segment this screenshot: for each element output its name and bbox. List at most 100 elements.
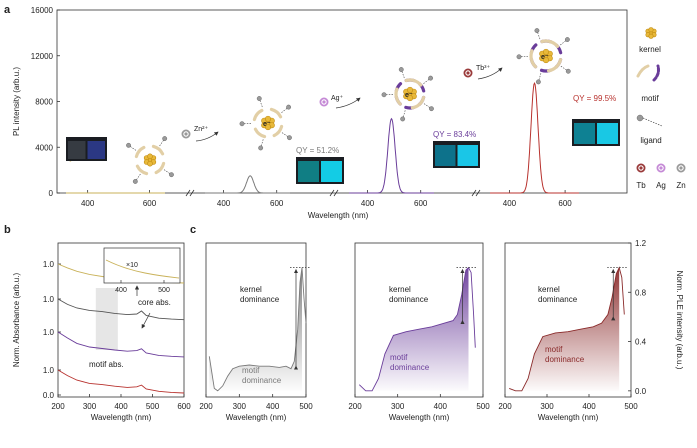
absorbance-series-3 <box>57 369 185 394</box>
zn-label: Zn²⁺ <box>194 126 209 133</box>
au-atom <box>264 115 272 122</box>
qy-label: QY = 83.4% <box>433 130 476 139</box>
motif-dominance-label: motif <box>390 353 408 362</box>
x-tick-label: 400 <box>114 402 128 411</box>
x-axis-label: Wavelength (nm) <box>226 413 287 422</box>
ligand-head <box>258 145 264 151</box>
ligand-head <box>429 106 434 112</box>
ligand-head <box>169 172 174 178</box>
motif-abs-label: motif abs. <box>89 360 124 369</box>
x-tick-label: 200 <box>199 402 213 411</box>
motif-arc <box>404 78 423 87</box>
kernel-dominance-label: kernel <box>538 285 560 294</box>
y-tick-label: 0 <box>49 189 54 198</box>
ligand-head <box>132 179 138 184</box>
kernel-dominance-label: kernel <box>389 285 411 294</box>
motif-ring <box>252 107 284 139</box>
y-tick-label: 12000 <box>31 52 54 61</box>
legend-tb-label: Tb <box>636 181 646 190</box>
legend-ligand-chain <box>642 117 663 127</box>
zn-ion-core <box>184 132 188 136</box>
ligand-chain <box>260 139 264 149</box>
pl-series-1 <box>205 175 290 194</box>
shaded-band <box>95 288 118 350</box>
vial-photo-1 <box>66 137 107 161</box>
panel-a: 0 4000 8000 12000 16000 PL intensity (arb.u.)… <box>12 6 628 220</box>
electron-label: e⁻ <box>405 92 413 99</box>
panel-letter-a: a <box>4 4 11 16</box>
legend-tb-ion-core <box>639 166 643 170</box>
vial-left <box>435 145 456 166</box>
ligand-chain <box>560 39 568 46</box>
au-atom <box>147 153 153 160</box>
vial-left <box>298 161 319 182</box>
au-atom <box>542 48 550 55</box>
au-atom <box>406 95 414 102</box>
ligand-head <box>286 104 291 110</box>
x-axis-label: Wavelength (nm) <box>308 211 369 220</box>
x-tick-label: 200 <box>348 402 362 411</box>
au-atom <box>264 124 272 131</box>
ligand-head <box>239 121 245 127</box>
ligand-head <box>535 79 541 85</box>
panel-b: 200 300 400 500 600 0.0 1.0 1.0 1.0 1.0 Norm. Abso… <box>12 242 191 422</box>
y-tick-label: 0.0 <box>43 391 55 400</box>
x-tick-label: 600 <box>558 199 572 208</box>
x-axis-label: Wavelength (nm) <box>389 413 450 422</box>
ple-area <box>509 267 620 391</box>
core-abs-arrow <box>141 312 151 329</box>
motif-arc <box>394 87 402 106</box>
axis-break <box>329 189 335 197</box>
vial-left <box>68 141 86 159</box>
electron-label: e⁻ <box>263 121 271 128</box>
motif-arc <box>253 127 267 139</box>
legend-motif-arc <box>636 64 650 78</box>
ligand-chain <box>423 103 432 109</box>
axis-break <box>333 189 339 197</box>
x-tick-label: 600 <box>143 199 157 208</box>
x-tick-label: 300 <box>83 402 97 411</box>
ligand-head <box>162 136 168 141</box>
panel-a-legend: kernel motif ligand Tb Ag Zn <box>636 27 686 190</box>
vial-right <box>457 145 478 166</box>
x-tick-label: 400 <box>434 402 448 411</box>
au-atom <box>542 57 550 64</box>
legend-zn-ion-core <box>679 166 683 170</box>
y-tick-label: 16000 <box>31 6 54 15</box>
motif-arc <box>272 124 284 138</box>
y-axis-label: Norm. Absorbance (arb.u.) <box>12 273 21 368</box>
y-tick-label: 1.2 <box>635 239 647 248</box>
motif-ring <box>394 78 426 110</box>
motif-ring <box>134 144 166 176</box>
x-tick-label: 500 <box>624 402 638 411</box>
x-tick-label: 600 <box>177 402 191 411</box>
vial-left <box>574 123 595 144</box>
pl-series-3 <box>490 82 579 194</box>
vial-right <box>597 123 618 144</box>
ligand-head <box>564 37 570 42</box>
core-abs-label: core abs. <box>138 298 171 307</box>
x-tick-label: 400 <box>217 199 231 208</box>
kernel-dominance-label: kernel <box>240 285 262 294</box>
ligand-head <box>534 28 540 33</box>
x-tick-label: 300 <box>233 402 247 411</box>
vial-photo-2 <box>296 157 344 184</box>
legend-ligand-head <box>636 114 644 122</box>
absorbance-series-1 <box>57 298 185 321</box>
inset-x-tick-label: 400 <box>115 287 127 294</box>
reaction-arrow <box>477 67 503 80</box>
kernel-icon <box>403 86 417 102</box>
motif-dominance-label: dominance <box>242 376 282 385</box>
motif-ring <box>529 39 563 73</box>
panel-letter-c: c <box>190 224 196 236</box>
ligand-chain <box>159 138 165 147</box>
ligand-head <box>256 96 262 101</box>
motif-dominance-label: dominance <box>545 355 585 364</box>
vial-photo-3 <box>433 141 480 168</box>
y-tick-label: 0.0 <box>635 387 647 396</box>
motif-arc <box>410 95 426 110</box>
tb-ion-core <box>466 71 470 75</box>
qy-label: QY = 51.2% <box>296 146 339 155</box>
x-tick-label: 300 <box>540 402 554 411</box>
axis-break <box>185 189 191 197</box>
